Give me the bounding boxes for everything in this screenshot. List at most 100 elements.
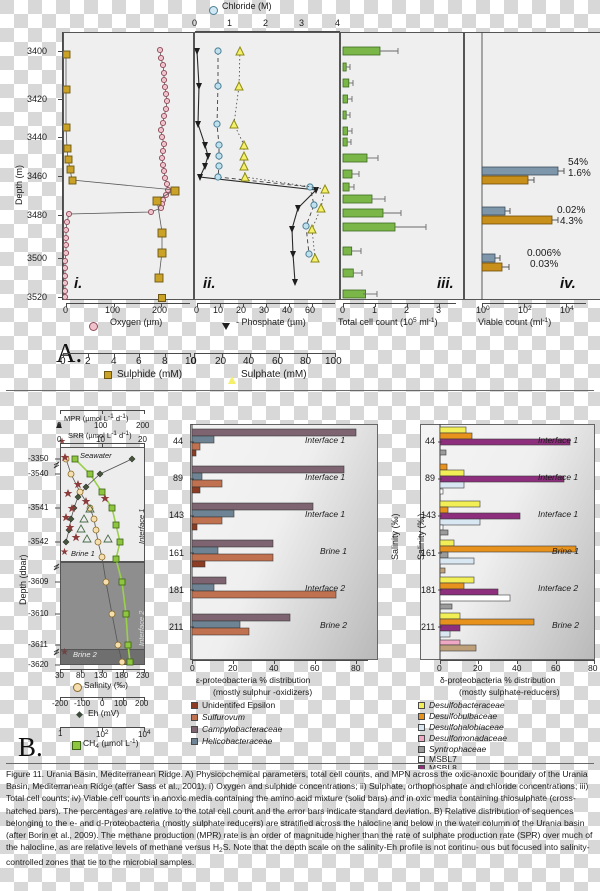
chloride-legend-marker (209, 3, 218, 19)
caption-divider (6, 763, 594, 764)
eh-tick-m100: -100 (74, 699, 91, 708)
oxygen-markers (63, 46, 172, 300)
epsilon-legend-item-0: Unidentifed Epsilon (191, 700, 275, 710)
dbar-tick-3541: -3541 (28, 503, 49, 512)
delta-cat-44: 44 (425, 436, 436, 446)
delta-group-label-1: Interface 1 (538, 435, 579, 445)
delta-cat-161: 161 (421, 548, 437, 558)
sulphide-axis-line (63, 353, 191, 354)
sulphate-tick-40: 40 (243, 356, 255, 367)
viable-pct-oxic-3: 0.03% (530, 259, 559, 270)
panelA-subpanel-ii-id: ii. (203, 275, 216, 292)
depth-tick-3480: 3480 (27, 210, 48, 220)
delta-x-tick-20: 20 (473, 663, 483, 673)
delta-cat-89: 89 (425, 473, 436, 483)
salinity-legend-marker (73, 683, 82, 692)
delta-legend-item-1: Desulfobulbaceae (418, 711, 497, 721)
brine1-star-icon: ★ (60, 547, 69, 558)
chloride-tick-1: 1 (227, 18, 233, 28)
panelA-subpanel-i (63, 32, 194, 300)
eps-x-tick-60: 60 (310, 663, 320, 673)
eh-tick-m200: -200 (52, 699, 69, 708)
eps-group-label-5: Interface 2 (305, 583, 346, 593)
viable-count-axis-label: Viable count (ml-1) (478, 317, 552, 327)
eps-x-tick-80: 80 (351, 663, 361, 673)
dbar-tick-3609: -3609 (28, 577, 49, 586)
dbar-tick-3542: -3542 (28, 537, 49, 546)
sal-prof-tick-230: 230 (136, 671, 150, 680)
delta-legend-item-3: Desulfomonadaceae (418, 733, 507, 743)
delta-legend-item-4: Syntrophaceae (418, 744, 486, 754)
delta-group-label-2: Interface 1 (538, 472, 579, 482)
delta-group-label-6: Brine 2 (552, 620, 579, 630)
oxygen-legend-label: Oxygen (µm) (110, 317, 163, 327)
panel-divider (6, 390, 594, 391)
oxygen-tick-100: 100 (105, 305, 121, 315)
eh-tick-0: 0 (100, 699, 105, 708)
mpr-axis-label: MPR (µmol L-1 d-1) (64, 413, 129, 423)
dbar-tick-3540: -3540 (28, 469, 49, 478)
delta-legend-swatch-5 (418, 756, 425, 763)
eps-group-label-2: Interface 1 (305, 472, 346, 482)
sal-prof-tick-80: 80 (76, 671, 85, 680)
viable-pct-oxic-2: 4.3% (560, 216, 583, 227)
salinity-profile-legend-label: Salinity (‰) (84, 680, 128, 690)
eps-x-tick-40: 40 (269, 663, 279, 673)
viable-count-bars (481, 32, 565, 300)
ch4-tick-10000: 104 (138, 729, 151, 739)
eps-group-label-4: Brine 1 (320, 546, 347, 556)
mpr-tick-200: 200 (136, 421, 150, 430)
eps-group-label-1: Interface 1 (305, 435, 346, 445)
phosphate-tick-10: 10 (213, 305, 224, 315)
eh-tick-200: 200 (135, 699, 149, 708)
brine2-star-icon: ★ (60, 647, 69, 658)
eps-cat-89: 89 (173, 473, 184, 483)
epsilon-legend-item-1: Sulfurovum (191, 712, 245, 722)
eps-group-label-3: Interface 1 (305, 509, 346, 519)
profile-depth-ticks (53, 458, 60, 666)
sulphate-profile (229, 45, 330, 263)
delta-legend-item-5: MSBL7 (418, 754, 457, 764)
depth-tick-3520: 3520 (27, 292, 48, 302)
profile-curves (60, 453, 136, 666)
oxygen-legend-marker (89, 319, 98, 335)
chloride-tick-0: 0 (192, 18, 198, 28)
srr-tick-20: 20 (138, 435, 147, 444)
viable-count-axis-line (482, 303, 586, 304)
viable-tick-1: 100 (476, 305, 490, 315)
profile-zone-label-seawater: Seawater (80, 451, 112, 460)
sal-prof-tick-180: 180 (115, 671, 129, 680)
profile-zone-interface2 (60, 562, 145, 657)
oxygen-axis-line (66, 303, 190, 304)
chloride-tick-4: 4 (335, 18, 341, 28)
phosphate-tick-60: 60 (305, 305, 316, 315)
mpr-tick-100: 100 (94, 421, 108, 430)
sulphide-tick-4: 4 (111, 356, 117, 367)
delta-group-label-4: Brine 1 (552, 546, 579, 556)
sulphate-tick-80: 80 (300, 356, 312, 367)
eh-tick-100: 100 (114, 699, 128, 708)
eps-cat-44: 44 (173, 436, 184, 446)
depth-tick-3440: 3440 (27, 132, 48, 142)
depth-tick-3400: 3400 (27, 46, 48, 56)
sulphate-legend-label: Sulphate (mM) (241, 369, 307, 380)
delta-cat-143: 143 (421, 510, 437, 520)
figure-caption: Figure 11. Urania Basin, Mediterranean R… (6, 769, 593, 867)
eh-diamond-icon: ◆ (76, 709, 83, 719)
eps-group-label-6: Brine 2 (320, 620, 347, 630)
depth-tick-3420: 3420 (27, 94, 48, 104)
dbar-tick-3350: -3350 (28, 454, 49, 463)
epsilon-x-label-line2: (mostly sulphur -oxidizers) (213, 687, 313, 697)
epsilon-legend-swatch-2 (191, 726, 198, 733)
sulphate-axis-line (194, 353, 336, 354)
ch4-tick-100: 102 (96, 729, 109, 739)
epsilon-chart-y-label: Salinity (‰) (390, 513, 400, 560)
total-cell-count-axis-line (343, 303, 456, 304)
delta-x-tick-60: 60 (551, 663, 561, 673)
delta-legend-swatch-4 (418, 746, 425, 753)
sulphate-tick-20: 20 (215, 356, 227, 367)
delta-group-label-5: Interface 2 (538, 583, 579, 593)
phosphate-tick-20: 20 (236, 305, 247, 315)
sulphide-legend-marker (104, 371, 112, 379)
